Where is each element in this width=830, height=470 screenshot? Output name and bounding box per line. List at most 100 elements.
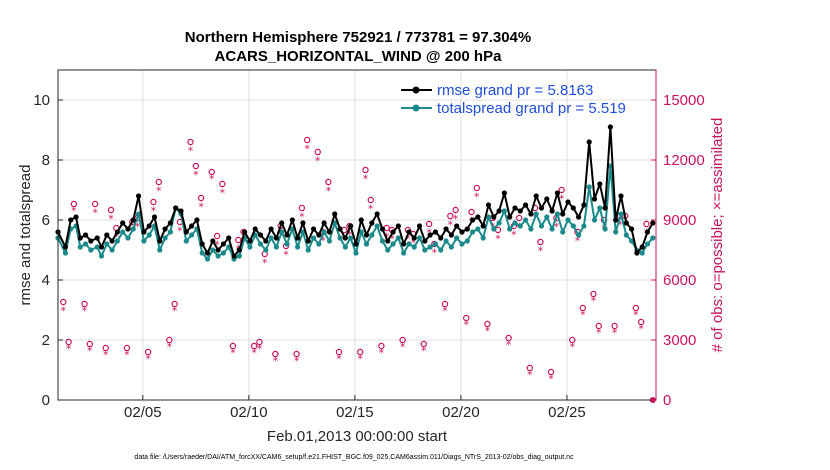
ytick-label-1: 2 xyxy=(42,332,50,349)
series-1-point-47 xyxy=(305,247,311,253)
obs-assimilated-66: * xyxy=(527,369,533,382)
series-0-point-90 xyxy=(533,193,539,199)
series-0-point-40 xyxy=(268,226,274,232)
series-0-point-14 xyxy=(130,217,136,223)
y-axis-left: 0 2 4 6 8 10 xyxy=(33,92,63,409)
obs-assimilated-1: * xyxy=(66,343,72,356)
series-1-point-19 xyxy=(157,247,163,253)
series-1-point-72 xyxy=(438,247,444,253)
series-0-point-110 xyxy=(639,244,645,250)
series-0-point-27 xyxy=(199,241,205,247)
obs-possible-69 xyxy=(547,368,555,376)
series-0-point-42 xyxy=(279,220,285,226)
series-1-point-95 xyxy=(560,229,566,235)
obs-assimilated-20: * xyxy=(198,201,204,214)
series-0-point-15 xyxy=(135,193,142,199)
series-1-point-49 xyxy=(316,241,322,247)
obs-assimilated-81: * xyxy=(633,309,639,322)
obs-possible-68 xyxy=(537,238,544,246)
series-0-point-2 xyxy=(68,217,74,223)
obs-possible-3 xyxy=(81,300,88,308)
series-1-point-60 xyxy=(374,223,380,229)
series-1-point-36 xyxy=(247,244,253,250)
obs-assimilated-72: * xyxy=(569,341,575,354)
obs-assimilated-47: * xyxy=(389,233,395,246)
obs-assimilated-51: * xyxy=(421,345,427,358)
ytick-label-2: 4 xyxy=(42,272,50,289)
obs-possible-16 xyxy=(171,300,178,308)
obs-assimilated-55: * xyxy=(448,219,454,232)
series-0-point-45 xyxy=(295,235,301,241)
series-0-point-74 xyxy=(448,232,454,238)
obs-assimilated-16: * xyxy=(172,305,178,318)
obs-assimilated-54: * xyxy=(442,305,448,318)
series-0-point-23 xyxy=(178,208,184,214)
series-1-point-63 xyxy=(390,241,396,247)
obs-assimilated-41: * xyxy=(347,229,353,242)
series-1-point-82 xyxy=(491,226,497,232)
obs-possible-45 xyxy=(378,342,385,350)
obs-possible-5 xyxy=(91,200,99,208)
series-0-point-17 xyxy=(146,223,152,229)
obs-assimilated-15: * xyxy=(167,341,173,354)
ytick-label-0: 0 xyxy=(42,392,50,409)
series-0-point-44 xyxy=(289,217,295,223)
series-0-point-49 xyxy=(316,232,322,238)
series-0-point-53 xyxy=(337,226,343,232)
series-1-point-73 xyxy=(443,238,449,244)
series-0-point-31 xyxy=(220,241,227,247)
obs-assimilated-71: * xyxy=(559,193,565,206)
series-1-point-43 xyxy=(284,241,290,247)
ytick-label-4: 8 xyxy=(42,152,50,169)
obs-assimilated-38: * xyxy=(326,185,332,198)
series-1-point-105 xyxy=(613,229,619,235)
series-1-point-42 xyxy=(279,229,285,235)
series-0-point-19 xyxy=(157,238,163,244)
obs-assimilated-21: * xyxy=(209,173,215,186)
series-1-point-45 xyxy=(295,244,301,250)
series-0-point-35 xyxy=(242,229,248,235)
obs-possible-59 xyxy=(473,184,481,192)
series-1-point-111 xyxy=(644,241,651,247)
series-0-point-54 xyxy=(342,235,348,241)
series-1-point-1 xyxy=(62,250,69,256)
obs-possible-54 xyxy=(441,300,449,308)
series-1-point-110 xyxy=(639,250,645,256)
series-0-point-39 xyxy=(263,238,269,244)
obs-possible-4 xyxy=(86,340,94,348)
series-0-point-94 xyxy=(554,190,560,196)
series-1-point-20 xyxy=(162,235,168,241)
series-0-point-107 xyxy=(623,220,629,226)
obs-assimilated-9: * xyxy=(124,349,130,362)
series-0-point-52 xyxy=(332,211,338,217)
series-1-point-70 xyxy=(427,244,433,250)
obs-assimilated-59: * xyxy=(474,191,480,204)
series-0-point-88 xyxy=(522,202,529,208)
series-0-point-37 xyxy=(252,226,258,232)
series-1-point-62 xyxy=(385,247,391,253)
series-0-point-9 xyxy=(104,232,110,238)
series-0-point-95 xyxy=(560,211,566,217)
obs-assimilated-3: * xyxy=(82,305,88,318)
series-1-point-78 xyxy=(469,229,476,235)
series-0-point-105 xyxy=(613,217,619,223)
series-0-point-21 xyxy=(167,220,173,226)
y-axis-right: 0 3000 6000 9000 12000 15000 xyxy=(651,70,705,409)
series-1-point-76 xyxy=(459,241,465,247)
obs-assimilated-62: * xyxy=(495,233,501,246)
series-0-point-96 xyxy=(565,199,571,205)
series-1-point-25 xyxy=(188,232,195,238)
obs-possible-63 xyxy=(505,334,512,342)
series-0-point-100 xyxy=(586,139,592,145)
obs-assimilated-30: * xyxy=(273,355,279,368)
y-axis-label: rmse and totalspread xyxy=(17,165,34,306)
series-0-point-8 xyxy=(98,244,105,250)
series-0-point-69 xyxy=(422,238,428,244)
xtick-label-2: 02/15 xyxy=(336,404,374,421)
obs-assimilated-76: * xyxy=(596,327,602,340)
obs-possible-38 xyxy=(325,178,332,186)
obs-assimilated-27: * xyxy=(251,347,257,360)
series-0-point-50 xyxy=(321,220,327,226)
series-0-point-3 xyxy=(73,214,79,220)
obs-possible-18 xyxy=(187,138,194,146)
